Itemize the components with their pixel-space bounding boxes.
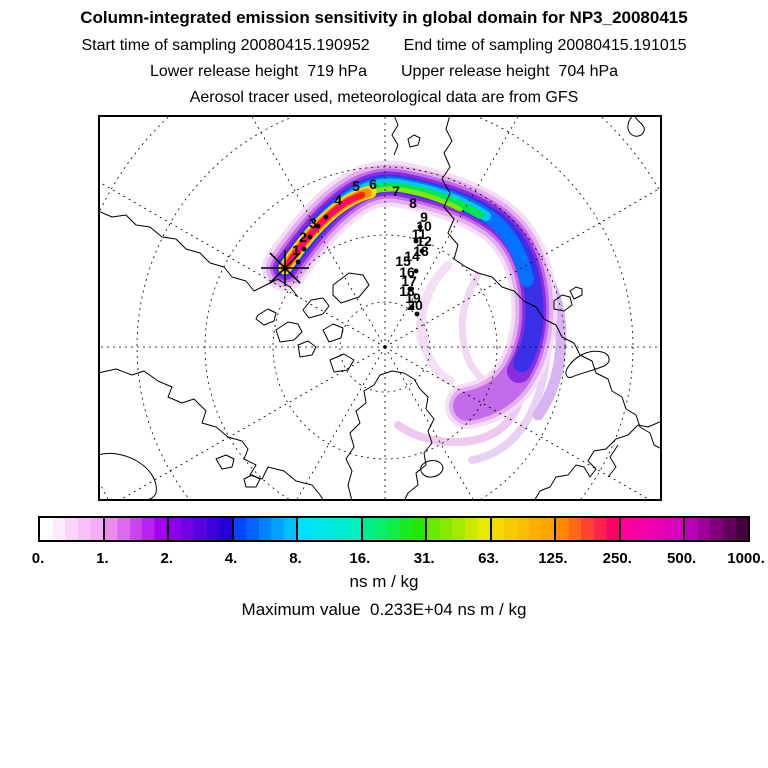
colorbar-tick: 500. [667, 550, 697, 567]
colorbar-segment [427, 518, 492, 540]
trajectory-dot [417, 224, 423, 230]
colorbar-tick: 0. [31, 550, 45, 567]
trajectory-label: 20 [407, 297, 423, 313]
release-heights-line: Lower release height 719 hPa Upper relea… [0, 63, 768, 81]
emission-sensitivity-plume [262, 160, 567, 464]
coastline-topright-island [627, 115, 645, 137]
trajectory-dot [295, 259, 301, 265]
colorbar-units-label: ns m / kg [349, 572, 419, 591]
release-marker-asterisk [261, 250, 309, 286]
plot-title: Column-integrated emission sensitivity i… [80, 8, 688, 27]
colorbar-tick: 4. [224, 550, 238, 567]
trajectory-label: 11 [412, 226, 427, 242]
coastline-novaya-zemlya [565, 350, 610, 378]
colorbar-segment [298, 518, 363, 540]
coastline-severnaya [391, 115, 421, 156]
trajectory-label: 5 [352, 178, 360, 194]
trajectory-label: 13 [413, 243, 429, 259]
trajectory-dot [409, 304, 415, 310]
trajectory-dot [419, 248, 425, 254]
end-time-text: End time of sampling 20080415.191015 [403, 37, 687, 54]
trajectory-label: 18 [399, 283, 415, 299]
colorbar-tick: 2. [160, 550, 173, 567]
colorbar-tick: 125. [538, 550, 568, 567]
coastline-svalbard [553, 286, 583, 312]
colorbar-tick: 31. [413, 550, 435, 567]
trajectory-label: 4 [334, 192, 342, 208]
colorbar-segment [362, 518, 428, 540]
coastlines [98, 115, 662, 501]
colorbar-segment [491, 518, 557, 540]
coastline-canada [98, 368, 325, 501]
coastline-greenland [345, 370, 435, 501]
graticule [98, 115, 662, 501]
trajectory-label: 9 [420, 209, 428, 225]
map-panel: 1 2 3 4 5 6 7 8 9 10 11 12 13 14 15 16 17 18 19 20 [98, 115, 662, 501]
colorbar-tick: 16. [349, 550, 371, 567]
colorbar-tick: 1000. [727, 550, 765, 567]
trajectory-label: 7 [392, 183, 400, 199]
colorbar-tick-labels: 0. 1. 2. 4. 8. 16. 31. 63. 125. 250. 500. 1000. [0, 550, 768, 568]
sampling-times-line: Start time of sampling 20080415.190952 E… [0, 37, 768, 55]
trajectory-label: 2 [299, 229, 307, 245]
lower-release-text: Lower release height 719 hPa [149, 63, 367, 80]
max-value-label: Maximum value 0.233E+04 ns m / kg [241, 600, 527, 619]
trajectory-label: 19 [405, 290, 421, 306]
colorbar-segment [104, 518, 170, 540]
trajectory-dot [414, 311, 420, 317]
coastline-lakes [215, 454, 261, 488]
trajectory-label: 3 [309, 215, 317, 231]
colorbar-tick: 1. [96, 550, 109, 567]
upper-release-text: Upper release height 704 hPa [401, 63, 619, 80]
trajectory-label: 6 [369, 176, 377, 192]
coastline-scandinavia [533, 420, 662, 501]
trajectory-dot [307, 234, 313, 240]
trajectory-label: 17 [401, 273, 417, 289]
trajectory-label: 16 [399, 264, 415, 280]
colorbar-segment [685, 518, 749, 540]
trajectory-label: 8 [409, 195, 417, 211]
trajectory-dot [413, 238, 419, 244]
colorbar [38, 516, 750, 542]
trajectory-label: 14 [404, 248, 420, 264]
start-time-text: Start time of sampling 20080415.190952 [81, 37, 370, 54]
colorbar-segment [620, 518, 686, 540]
colorbar-segment [556, 518, 621, 540]
coastline-arctic-islands [255, 272, 370, 373]
trajectory-dot [413, 268, 419, 274]
tracer-line: Aerosol tracer used, meteorological data… [189, 89, 579, 106]
trajectory-label: 1 [292, 242, 300, 258]
trajectory-dot [301, 246, 307, 252]
colorbar-tick: 63. [478, 550, 499, 567]
coastline-iceland [420, 460, 444, 478]
trajectory-label: 10 [416, 218, 432, 234]
colorbar-segment [233, 518, 299, 540]
colorbar-tick: 8. [289, 550, 302, 567]
colorbar-segment [40, 518, 105, 540]
coastline-fjords [607, 444, 619, 478]
trajectory-dot [323, 214, 329, 220]
trajectory-dot [315, 223, 321, 229]
colorbar-segment [169, 518, 234, 540]
colorbar-tick: 250. [602, 550, 632, 567]
trajectory-label: 12 [416, 233, 432, 249]
trajectory-label: 15 [395, 253, 411, 269]
map-frame [98, 115, 662, 501]
trajectory-dot [407, 286, 413, 292]
coastline-alaska [98, 210, 299, 298]
coastline-siberia [441, 115, 662, 450]
